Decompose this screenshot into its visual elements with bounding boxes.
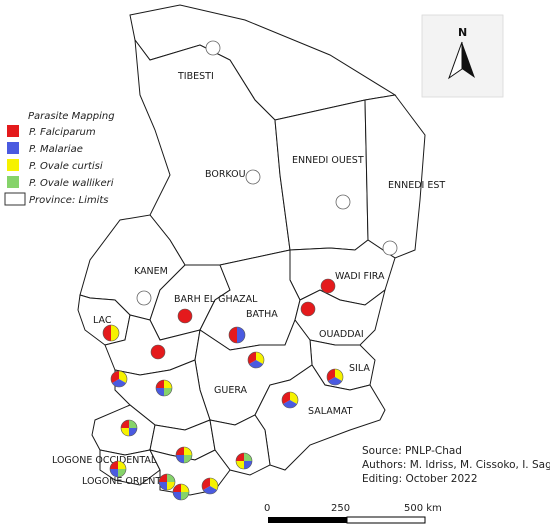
- site-chari-baguirmi-west: [110, 370, 128, 388]
- province-polygons: [77, 4, 426, 496]
- label-batha: BATHA: [246, 309, 278, 320]
- label-ennedi-ouest: ENNEDI OUEST: [292, 155, 364, 166]
- legend-label-ovale-wallikeri: P. Ovale wallikeri: [29, 178, 114, 189]
- north-arrow: N: [421, 14, 504, 98]
- label-logone-occidental: LOGONE OCCIDENTAL: [52, 455, 157, 466]
- site-salamat: [281, 391, 299, 409]
- site-ennedi-ouest-empty: [335, 194, 351, 210]
- site-guera-north: [247, 351, 265, 369]
- legend-title: Parasite Mapping: [28, 111, 115, 122]
- legend-swatch-falciparum: [7, 125, 19, 137]
- north-arrow-icon: [462, 42, 475, 78]
- site-chari-baguirmi: [155, 379, 173, 397]
- legend-label-ovale-curtisi: P. Ovale curtisi: [29, 161, 103, 172]
- site-logone-oriental-east: [201, 477, 219, 495]
- scale-label-zero: 0: [264, 503, 270, 514]
- site-mayo-kebbi: [120, 419, 138, 437]
- site-ennedi-est-empty: [382, 240, 398, 256]
- source-line-2: Authors: M. Idriss, M. Cissoko, I. Sagar…: [362, 459, 550, 471]
- source-block: Source: PNLP-Chad Authors: M. Idriss, M.…: [362, 445, 550, 485]
- legend: Parasite Mapping P. Falciparum P. Malari…: [4, 111, 115, 206]
- site-tandjile: [175, 446, 193, 464]
- legend-swatch-malariae: [7, 142, 19, 154]
- label-ouaddai: OUADDAI: [319, 329, 364, 340]
- site-batha: [228, 326, 246, 344]
- legend-swatch-province-limits: [4, 192, 26, 206]
- province-ennedi-ouest: [274, 99, 369, 251]
- site-moyen-chari: [235, 452, 253, 470]
- legend-swatch-ovale-wallikeri: [7, 176, 19, 188]
- legend-label-falciparum: P. Falciparum: [29, 127, 96, 138]
- label-wadi-fira: WADI FIRA: [335, 271, 385, 282]
- label-tibesti: TIBESTI: [177, 71, 214, 82]
- site-kanem-empty: [136, 290, 152, 306]
- site-lac: [102, 324, 120, 342]
- site-hadjer-lamis: [150, 344, 166, 360]
- site-borkou-empty: [245, 169, 261, 185]
- label-salamat: SALAMAT: [308, 406, 353, 417]
- label-sila: SILA: [349, 363, 370, 374]
- label-guera: GUERA: [214, 385, 248, 396]
- parasite-sites: [102, 278, 344, 501]
- legend-label-province-limits: Province: Limits: [29, 195, 109, 206]
- empty-sites: [136, 40, 398, 306]
- site-barh-el-ghazal: [177, 308, 193, 324]
- scale-segment-1: [268, 517, 347, 523]
- site-ouaddai-north: [300, 301, 316, 317]
- site-logone-oriental-a: [158, 473, 176, 491]
- north-letter: N: [458, 26, 467, 39]
- scale-segment-2: [346, 516, 426, 524]
- source-line-3: Editing: October 2022: [362, 473, 478, 485]
- legend-label-malariae: P. Malariae: [29, 144, 83, 155]
- label-ennedi-est: ENNEDI EST: [388, 180, 445, 191]
- legend-swatch-ovale-curtisi: [7, 159, 19, 171]
- site-sila: [326, 368, 344, 386]
- label-borkou: BORKOU: [205, 169, 246, 180]
- site-tibesti-empty: [205, 40, 221, 56]
- province-labels: TIBESTI BORKOU ENNEDI OUEST ENNEDI EST K…: [52, 71, 445, 487]
- site-logone-occidental: [109, 460, 127, 478]
- province-ennedi-est: [364, 94, 426, 259]
- site-wadi-fira: [320, 278, 336, 294]
- scale-label-end: 500 km: [404, 503, 442, 514]
- scale-label-mid: 250: [331, 503, 350, 514]
- source-line-1: Source: PNLP-Chad: [362, 445, 462, 457]
- scale-bar: 0 250 500 km: [264, 503, 442, 524]
- label-logone-oriental: LOGONE ORIENTAL: [82, 476, 173, 487]
- province-salamat: [254, 364, 386, 471]
- label-barh-el-ghazal: BARH EL GHAZAL: [174, 294, 258, 305]
- site-logone-oriental-b: [172, 483, 190, 501]
- label-kanem: KANEM: [134, 266, 168, 277]
- label-lac: LAC: [93, 315, 112, 326]
